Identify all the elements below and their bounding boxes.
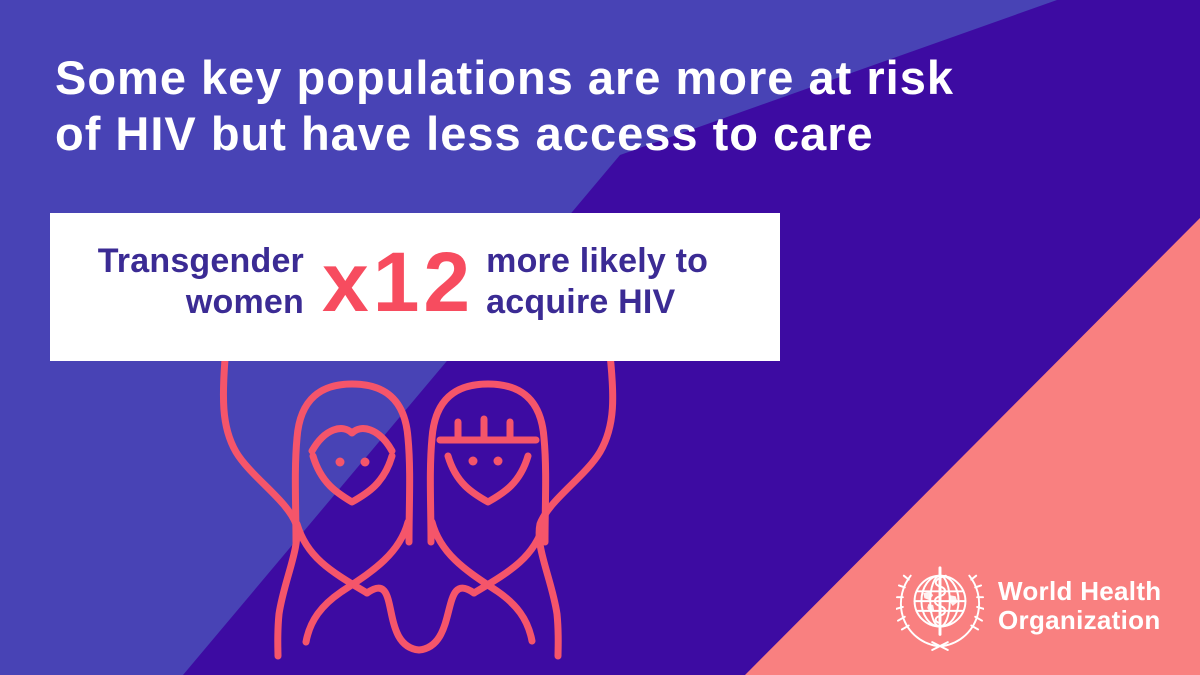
who-emblem-icon [896,566,984,651]
stat-population-line-1: Transgender [97,242,304,280]
right-figure-eye-right [493,456,503,466]
right-figure-arm-torso [535,341,617,660]
background-salmon-triangle [745,218,1200,675]
right-figure-strand-b [428,518,536,645]
stat-multiplier: x12 [322,235,475,329]
who-wordmark-line-2: Organization [998,605,1161,635]
stat-population-label: Transgender women [50,241,304,323]
right-figure-hair [426,380,550,546]
headline-line-2: of HIV but have less access to care [55,107,874,160]
left-figure-fringe [308,425,396,455]
left-figure-strand-a [293,520,371,597]
who-logo: World Health Organization [896,560,1161,652]
left-figure-arm-torso [219,341,301,660]
stat-population-line-2: women [185,283,304,321]
headline-line-1: Some key populations are more at risk [55,51,954,104]
left-figure-eye-left [335,457,345,467]
stat-card: Transgender women x12 more likely to acq… [50,213,780,361]
right-figure-face [444,452,532,506]
center-hair-loop [363,584,478,654]
stat-outcome-line-2: acquire HIV [486,283,676,321]
who-wordmark-line-1: World Health [998,576,1162,606]
headline: Some key populations are more at risk of… [55,50,954,162]
left-figure-eye-right [360,457,370,467]
who-wordmark: World Health Organization [998,577,1161,635]
stat-outcome-label: more likely to acquire HIV [486,241,708,323]
left-figure-strand-b [302,518,412,646]
left-figure-hair [291,380,414,546]
stat-outcome-line-1: more likely to [486,242,709,280]
left-figure-face [309,452,396,506]
right-figure-eye-left [468,456,478,466]
